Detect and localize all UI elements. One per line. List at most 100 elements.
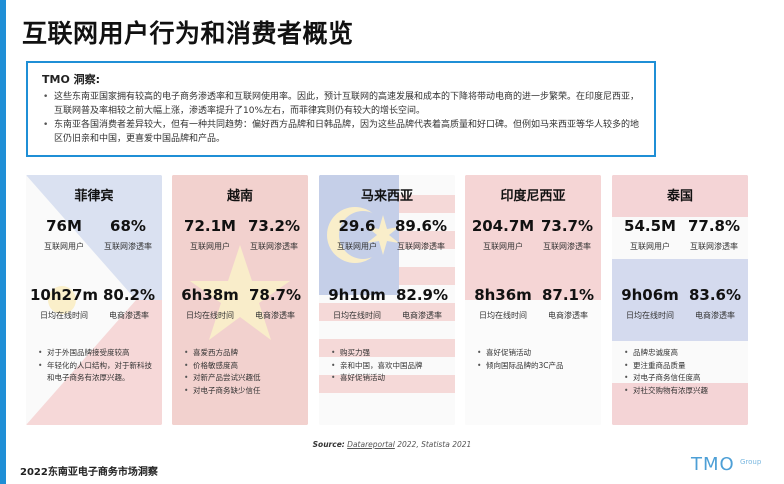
internet-penetration-metric: 73.2% 互联网渗透率 <box>240 217 308 252</box>
note-item: 对社交购物有浓厚兴趣 <box>624 385 742 398</box>
ecommerce-penetration-metric: 80.2% 电商渗透率 <box>98 286 160 321</box>
source-label: Source: <box>312 440 345 449</box>
country-name: 印度尼西亚 <box>500 189 566 204</box>
internet-penetration-metric: 89.6% 互联网渗透率 <box>387 217 455 252</box>
internet-users-value: 29.6 <box>338 217 376 235</box>
country-card-philippines: 菲律宾 76M 互联网用户 68% 互联网渗透率 10h27m 日均在线时间 8… <box>26 175 162 425</box>
insight-bullet: 这些东南亚国家拥有较高的电子商务渗透率和互联网使用率。因此，预计互联网的高速发展… <box>42 90 640 118</box>
internet-penetration-label: 互联网渗透率 <box>543 242 591 251</box>
daily-online-metric: 8h36m 日均在线时间 <box>467 286 539 321</box>
ecommerce-penetration-metric: 78.7% 电商渗透率 <box>244 286 306 321</box>
internet-users-value: 72.1M <box>184 217 236 235</box>
page-title: 互联网用户行为和消费者概览 <box>22 19 354 48</box>
note-item: 喜爱西方品牌 <box>184 347 302 360</box>
note-item: 更注重商品质量 <box>624 360 742 373</box>
country-card-indonesia: 印度尼西亚 204.7M 互联网用户 73.7% 互联网渗透率 8h36m 日均… <box>465 175 601 425</box>
source-rest: 2022, Statista 2021 <box>394 440 472 449</box>
internet-penetration-value: 68% <box>110 217 146 235</box>
internet-users-label: 互联网用户 <box>630 242 670 251</box>
consumer-notes: 对于外国品牌接受度较高 年轻化的人口结构，对于新科技和电子商务有浓厚兴趣。 <box>38 347 156 385</box>
ecommerce-penetration-value: 82.9% <box>395 286 449 304</box>
daily-online-label: 日均在线时间 <box>626 311 674 320</box>
country-name: 越南 <box>226 189 253 204</box>
ecommerce-penetration-label: 电商渗透率 <box>402 311 442 320</box>
note-item: 价格敏感度高 <box>184 360 302 373</box>
note-item: 对新产品尝试兴趣低 <box>184 372 302 385</box>
daily-online-metric: 9h10m 日均在线时间 <box>321 286 393 321</box>
ecommerce-penetration-metric: 83.6% 电商渗透率 <box>684 286 746 321</box>
note-item: 品牌忠诚度高 <box>624 347 742 360</box>
insight-bullet: 东南亚各国消费者差异较大，但有一种共同趋势：偏好西方品牌和日韩品牌，因为这些品牌… <box>42 118 640 146</box>
note-item: 年轻化的人口结构，对于新科技和电子商务有浓厚兴趣。 <box>38 360 156 385</box>
internet-penetration-metric: 68% 互联网渗透率 <box>94 217 162 252</box>
consumer-notes: 购买力强 亲和中国，喜欢中国品牌 喜好促销活动 <box>331 347 449 385</box>
tmo-logo: TMO <box>691 454 735 475</box>
internet-penetration-value: 73.2% <box>247 217 301 235</box>
internet-users-label: 互联网用户 <box>190 242 230 251</box>
note-item: 喜好促销活动 <box>477 347 595 360</box>
daily-online-label: 日均在线时间 <box>479 311 527 320</box>
ecommerce-penetration-value: 78.7% <box>248 286 302 304</box>
footer-report-title: 2022东南亚电子商务市场洞察 <box>20 467 158 478</box>
source-citation: Source: Datareportal 2022, Statista 2021 <box>0 440 784 449</box>
internet-users-metric: 29.6 互联网用户 <box>323 217 391 252</box>
note-item: 倾向国际品牌的3C产品 <box>477 360 595 373</box>
source-link[interactable]: Datareportal <box>347 440 395 449</box>
insight-box: TMO 洞察: 这些东南亚国家拥有较高的电子商务渗透率和互联网使用率。因此，预计… <box>26 61 656 157</box>
internet-users-metric: 204.7M 互联网用户 <box>469 217 537 252</box>
tmo-logo-sub: Group <box>740 458 762 466</box>
note-item: 喜好促销活动 <box>331 372 449 385</box>
accent-strip <box>0 0 6 484</box>
daily-online-label: 日均在线时间 <box>186 311 234 320</box>
ecommerce-penetration-label: 电商渗透率 <box>109 311 149 320</box>
country-cards: 菲律宾 76M 互联网用户 68% 互联网渗透率 10h27m 日均在线时间 8… <box>26 175 748 425</box>
internet-penetration-metric: 73.7% 互联网渗透率 <box>533 217 601 252</box>
daily-online-value: 9h06m <box>621 286 679 304</box>
ecommerce-penetration-label: 电商渗透率 <box>255 311 295 320</box>
internet-users-label: 互联网用户 <box>483 242 523 251</box>
country-name: 菲律宾 <box>74 189 114 204</box>
internet-penetration-label: 互联网渗透率 <box>104 242 152 251</box>
internet-users-value: 54.5M <box>624 217 676 235</box>
country-card-vietnam: 越南 72.1M 互联网用户 73.2% 互联网渗透率 6h38m 日均在线时间… <box>172 175 308 425</box>
country-name: 泰国 <box>666 189 693 204</box>
internet-penetration-value: 73.7% <box>540 217 594 235</box>
internet-penetration-label: 互联网渗透率 <box>397 242 445 251</box>
internet-penetration-label: 互联网渗透率 <box>250 242 298 251</box>
internet-users-label: 互联网用户 <box>44 242 84 251</box>
note-item: 对电子商务信任度高 <box>624 372 742 385</box>
insight-heading: TMO 洞察: <box>42 73 101 86</box>
consumer-notes: 喜爱西方品牌 价格敏感度高 对新产品尝试兴趣低 对电子商务缺少信任 <box>184 347 302 397</box>
internet-users-value: 204.7M <box>471 217 535 235</box>
note-item: 对于外国品牌接受度较高 <box>38 347 156 360</box>
country-card-malaysia: 马来西亚 29.6 互联网用户 89.6% 互联网渗透率 9h10m 日均在线时… <box>319 175 455 425</box>
note-item: 购买力强 <box>331 347 449 360</box>
internet-users-label: 互联网用户 <box>337 242 377 251</box>
note-item: 亲和中国，喜欢中国品牌 <box>331 360 449 373</box>
daily-online-metric: 6h38m 日均在线时间 <box>174 286 246 321</box>
ecommerce-penetration-label: 电商渗透率 <box>548 311 588 320</box>
internet-users-metric: 54.5M 互联网用户 <box>616 217 684 252</box>
internet-penetration-label: 互联网渗透率 <box>690 242 738 251</box>
daily-online-value: 6h38m <box>181 286 239 304</box>
consumer-notes: 品牌忠诚度高 更注重商品质量 对电子商务信任度高 对社交购物有浓厚兴趣 <box>624 347 742 397</box>
ecommerce-penetration-value: 87.1% <box>541 286 595 304</box>
consumer-notes: 喜好促销活动 倾向国际品牌的3C产品 <box>477 347 595 372</box>
daily-online-value: 9h10m <box>328 286 386 304</box>
daily-online-value: 10h27m <box>29 286 99 304</box>
daily-online-label: 日均在线时间 <box>40 311 88 320</box>
daily-online-metric: 10h27m 日均在线时间 <box>28 286 100 321</box>
ecommerce-penetration-metric: 82.9% 电商渗透率 <box>391 286 453 321</box>
note-item: 对电子商务缺少信任 <box>184 385 302 398</box>
ecommerce-penetration-label: 电商渗透率 <box>695 311 735 320</box>
country-card-thailand: 泰国 54.5M 互联网用户 77.8% 互联网渗透率 9h06m 日均在线时间… <box>612 175 748 425</box>
daily-online-label: 日均在线时间 <box>333 311 381 320</box>
ecommerce-penetration-value: 83.6% <box>688 286 742 304</box>
internet-penetration-value: 77.8% <box>687 217 741 235</box>
country-name: 马来西亚 <box>360 189 413 204</box>
ecommerce-penetration-value: 80.2% <box>102 286 156 304</box>
daily-online-metric: 9h06m 日均在线时间 <box>614 286 686 321</box>
ecommerce-penetration-metric: 87.1% 电商渗透率 <box>537 286 599 321</box>
internet-penetration-metric: 77.8% 互联网渗透率 <box>680 217 748 252</box>
internet-users-metric: 72.1M 互联网用户 <box>176 217 244 252</box>
